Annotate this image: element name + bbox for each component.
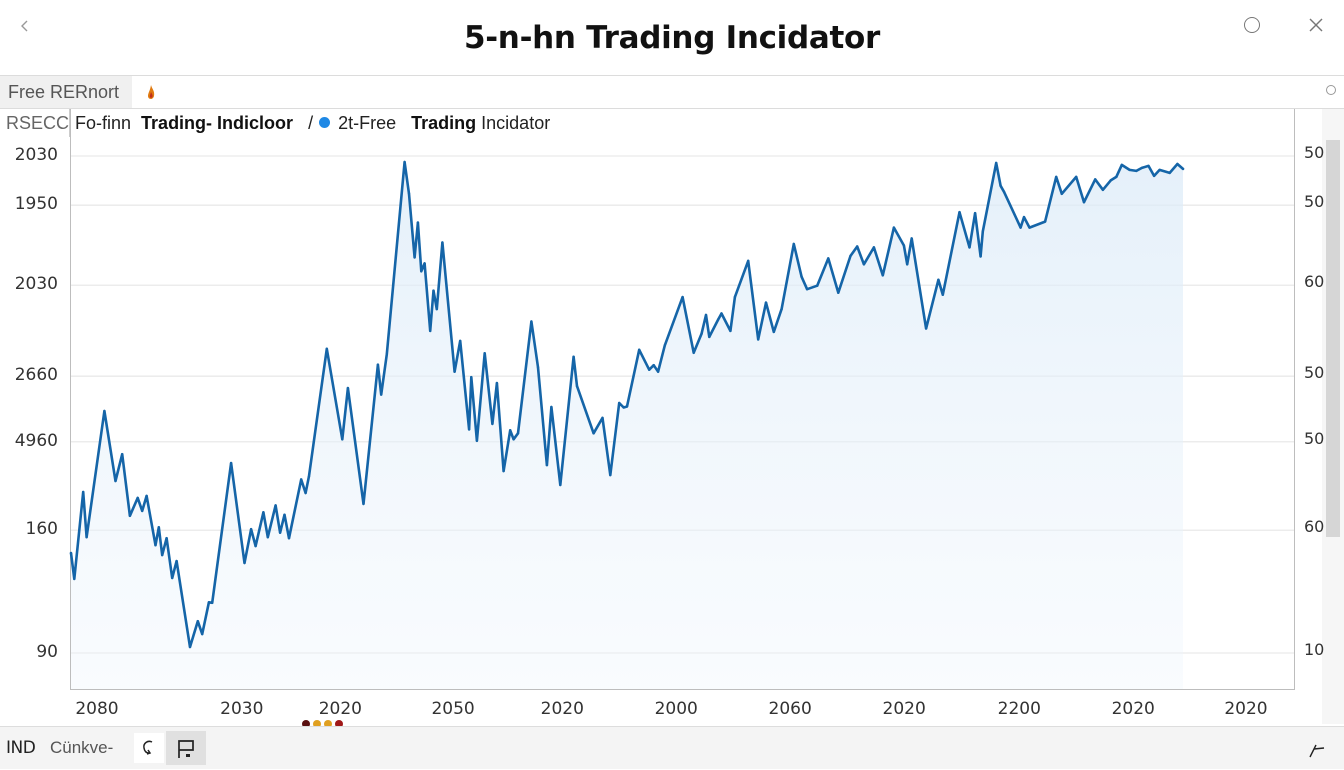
event-marker-dot[interactable] [335,720,343,727]
legend-dot-icon [319,117,331,129]
legend-series-prefix: Fo-finn [75,113,132,133]
y-tick-label-right: 10 [1304,640,1325,659]
curve-selector[interactable]: Cünkve- [50,738,114,757]
legend: RSECC Fo-finn Trading- Indicloor / 2t-Fre… [0,109,1294,137]
tab-bar: Free RERnort [0,76,1344,109]
refresh-icon [143,740,153,755]
x-tick-label: 2020 [318,699,362,719]
event-marker-dot[interactable] [324,720,332,727]
x-tick-label: 2020 [1224,699,1268,719]
y-tick-label-left: 2660 [14,365,58,386]
x-tick-label: 2020 [882,699,926,719]
restore-button[interactable] [1244,17,1260,33]
y-tick-label-right: 60 [1304,517,1325,537]
x-tick-label: 2000 [654,699,698,719]
y-tick-label-right: 60 [1304,272,1325,292]
legend-series2-bold: Trading [411,113,477,133]
plot-area[interactable] [70,109,1295,690]
pen-tool-icon [1309,744,1325,758]
title-bar: 5-n-hn Trading Incidator [0,0,1344,76]
event-marker-dot[interactable] [302,720,310,727]
event-markers[interactable] [301,719,345,727]
x-tick-label: 2020 [1111,699,1155,719]
window-title: 5-n-hn Trading Incidator [463,20,881,56]
status-indicator-icon [1326,85,1336,95]
back-button[interactable] [14,14,36,38]
draw-tool-button[interactable] [1302,735,1330,763]
y-tick-label-right: 50 [1304,363,1325,383]
chevron-left-icon [21,20,28,32]
legend-series-name: Trading- Indicloor [141,113,294,133]
x-tick-label: 2020 [540,699,584,719]
close-icon [1309,18,1323,32]
y-tick-label-left: 1950 [14,194,58,215]
x-tick-label: 2200 [997,699,1041,719]
x-tick-label: 2080 [75,699,119,719]
y-tick-label-left: 4960 [14,430,58,451]
y-tick-label-left: 2030 [14,145,58,165]
flame-icon[interactable] [146,84,156,100]
y-tick-label-right: 50 [1304,428,1325,448]
flag-icon [178,740,194,758]
close-button[interactable] [1304,12,1328,38]
y-tick-label-left: 160 [25,519,58,540]
legend-text: Fo-finn Trading- Indicloor / 2t-Free Trad… [75,109,550,137]
legend-series2-rest: Incidator [481,113,551,133]
vertical-scrollbar[interactable] [1326,140,1340,537]
legend-series2-prefix: 2t-Free [338,113,397,133]
x-tick-label: 2060 [768,699,812,719]
y-tick-label-right: 50 [1304,143,1325,162]
symbol-label[interactable]: RSECC [0,109,70,137]
y-tick-label-right: 50 [1304,192,1325,212]
event-marker-dot[interactable] [313,720,321,727]
y-tick-label-left: 2030 [14,274,58,295]
legend-separator: / [308,113,314,133]
bottom-toolbar: IND Cünkve- [0,726,1344,769]
y-tick-label-left: 90 [36,642,58,662]
tab-free-report[interactable]: Free RERnort [0,76,132,108]
refresh-button[interactable] [134,733,164,763]
flag-button[interactable] [166,731,206,765]
indicator-label[interactable]: IND [6,738,36,758]
x-tick-label: 2030 [220,699,264,719]
x-tick-label: 2050 [431,699,475,719]
